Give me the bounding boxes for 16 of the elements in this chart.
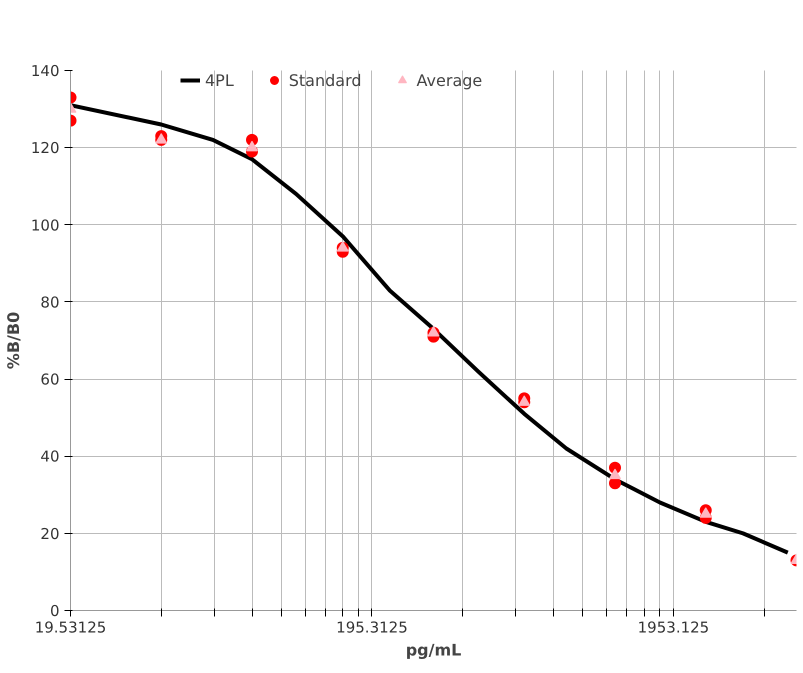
y-axis-title: %B/B0	[4, 312, 23, 370]
y-tick-label: 20	[40, 524, 60, 543]
y-tick-label: 120	[30, 139, 60, 158]
legend-label: 4PL	[205, 70, 234, 90]
x-tick-label: 1953.125	[638, 618, 710, 636]
y-tick-label: 60	[40, 370, 60, 389]
x-tick-label: 195.3125	[336, 618, 408, 636]
legend-label: Average	[416, 70, 482, 90]
x-axis-title: pg/mL	[406, 640, 462, 660]
y-tick-label: 0	[50, 602, 60, 620]
x-tick-label: 19.53125	[34, 618, 106, 636]
y-tick-label: 40	[40, 448, 60, 466]
y-tick-label: 100	[30, 216, 60, 234]
y-tick-label: 80	[40, 293, 60, 312]
legend-label: Standard	[288, 70, 362, 90]
y-tick-label: 140	[30, 62, 60, 80]
